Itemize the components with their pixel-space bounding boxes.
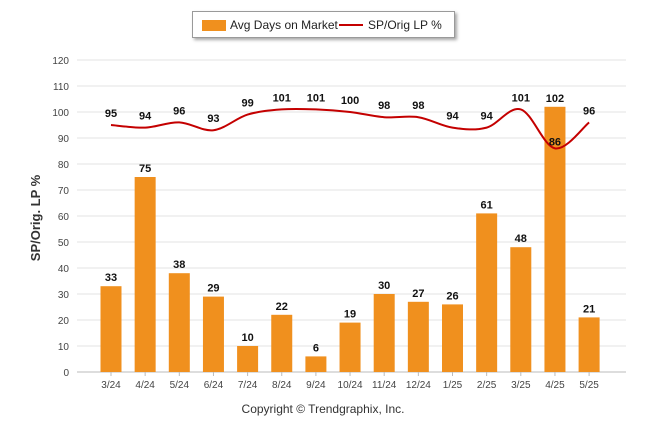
x-tick-label: 2/25 [477, 380, 497, 391]
bar [100, 286, 122, 372]
x-tick-label: 5/24 [170, 380, 190, 391]
y-tick-label: 40 [58, 264, 70, 275]
x-tick-label: 3/25 [511, 380, 531, 391]
line-value-label: 96 [173, 105, 185, 117]
bar-value-label: 48 [515, 233, 527, 245]
x-tick-label: 4/25 [545, 380, 565, 391]
x-tick-label: 8/24 [272, 380, 292, 391]
bar [578, 317, 600, 372]
line-value-label: 94 [481, 111, 494, 123]
y-tick-label: 70 [58, 186, 70, 197]
bar-value-label: 61 [481, 199, 493, 211]
line-value-label: 98 [412, 100, 424, 112]
y-tick-label: 0 [63, 368, 69, 379]
line-value-label: 101 [512, 92, 530, 104]
bar-value-label: 26 [446, 290, 458, 302]
sp-orig-lp-line [110, 107, 590, 150]
x-tick-label: 6/24 [204, 380, 224, 391]
x-axis-ticks: 3/24 4/24 5/24 6/24 7/24 8/24 9/24 10/24 11/24 12… [101, 372, 599, 391]
y-tick-label: 110 [53, 82, 69, 93]
line-value-label: 101 [273, 92, 291, 104]
bar-value-label: 29 [207, 283, 219, 295]
bar-data-labels: 33 75 38 29 10 22 6 19 30 27 26 61 48 102 21 [105, 93, 595, 355]
bar-value-label: 6 [313, 342, 319, 354]
line-value-label: 101 [307, 92, 325, 104]
x-tick-label: 11/24 [372, 380, 397, 391]
x-tick-label: 7/24 [238, 380, 258, 391]
line-series [110, 107, 590, 150]
bar [476, 213, 498, 372]
bar-value-label: 19 [344, 309, 356, 321]
y-tick-label: 50 [58, 238, 70, 249]
y-tick-label: 60 [58, 212, 70, 223]
bar [237, 346, 259, 372]
y-tick-label: 120 [52, 56, 69, 67]
x-tick-label: 12/24 [406, 380, 431, 391]
line-value-label: 100 [341, 95, 359, 107]
bar [339, 322, 361, 372]
y-tick-label: 30 [58, 290, 70, 301]
line-value-label: 98 [378, 100, 390, 112]
x-tick-label: 4/24 [135, 380, 155, 391]
line-value-label: 94 [139, 111, 152, 123]
bar [134, 177, 156, 372]
bar [168, 273, 190, 372]
x-tick-label: 5/25 [579, 380, 599, 391]
y-tick-label: 10 [58, 342, 70, 353]
legend-bar-label: Avg Days on Market [230, 18, 338, 32]
line-value-label: 86 [549, 136, 561, 148]
x-tick-label: 10/24 [338, 380, 363, 391]
bar-value-label: 21 [583, 303, 595, 315]
line-value-label: 95 [105, 108, 117, 120]
y-tick-label: 90 [58, 134, 70, 145]
x-tick-label: 9/24 [306, 380, 326, 391]
bar-value-label: 102 [546, 93, 564, 105]
bar [373, 294, 395, 372]
bar-value-label: 10 [241, 332, 253, 344]
line-value-label: 96 [583, 105, 595, 117]
legend: Avg Days on Market SP/Orig LP % [192, 11, 455, 38]
grid [77, 59, 626, 373]
legend-bar-swatch [202, 20, 226, 31]
bar-value-label: 75 [139, 163, 151, 175]
bar [305, 356, 327, 372]
x-tick-label: 3/24 [101, 380, 121, 391]
y-tick-label: 20 [58, 316, 70, 327]
bar-value-label: 27 [412, 288, 424, 300]
copyright-text: Copyright © Trendgraphix, Inc. [241, 402, 405, 416]
y-tick-label: 100 [52, 108, 69, 119]
line-value-label: 93 [207, 113, 219, 125]
bar-value-label: 30 [378, 280, 390, 292]
line-value-label: 94 [446, 111, 459, 123]
line-value-label: 99 [241, 98, 253, 110]
bar [271, 314, 293, 372]
bar [407, 301, 429, 372]
x-tick-label: 1/25 [443, 380, 463, 391]
y-axis-ticks: 0 10 20 30 40 50 60 70 80 90 100 110 120 [52, 56, 69, 379]
bar [510, 247, 532, 372]
y-axis-label: SP/Orig. LP % [28, 174, 43, 261]
legend-line-label: SP/Orig LP % [368, 18, 442, 32]
legend-line-swatch [339, 24, 363, 26]
bar [442, 304, 463, 372]
bar [544, 106, 566, 373]
bar [202, 296, 224, 372]
y-tick-label: 80 [58, 160, 70, 171]
bar-value-label: 33 [105, 272, 117, 284]
bars [100, 106, 600, 373]
line-data-labels: 95 94 96 93 99 101 101 100 98 98 94 94 101 86 96 [105, 92, 595, 148]
bar-value-label: 22 [276, 301, 288, 313]
bar-value-label: 38 [173, 259, 185, 271]
